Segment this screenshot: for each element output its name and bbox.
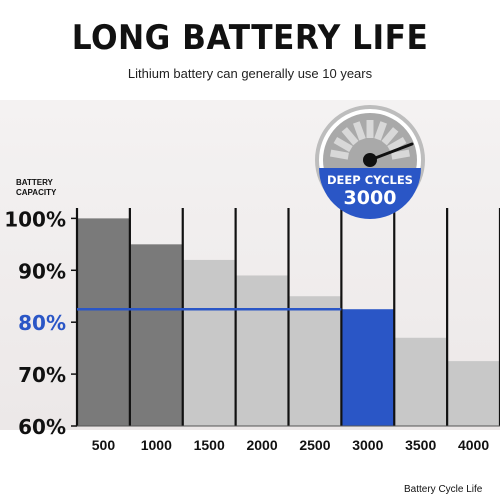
gauge-segment [381, 127, 399, 146]
x-axis-label: Battery Cycle Life [404, 484, 483, 495]
x-tick-label: 1000 [141, 437, 172, 453]
x-tick-label: 500 [92, 437, 116, 453]
x-tick-label: 4000 [458, 437, 489, 453]
badge-line-1: DEEP CYCLES [327, 173, 413, 187]
y-tick-label: 60% [18, 415, 66, 439]
gauge-segment [387, 136, 407, 153]
bar-2500 [288, 296, 342, 426]
gauge-segment [353, 121, 366, 141]
y-tick-label: 90% [18, 259, 66, 283]
bar-1000 [129, 244, 183, 426]
gauge-segment [391, 149, 411, 160]
x-tick-label: 1500 [194, 437, 225, 453]
y-tick-label: 100% [4, 207, 66, 231]
bar-1500 [182, 259, 236, 426]
badge-label-area [319, 168, 421, 219]
x-tick-label: 2000 [246, 437, 277, 453]
x-tick-label: 3000 [352, 437, 383, 453]
bar-4000 [447, 361, 500, 426]
gauge-needle [368, 142, 414, 162]
x-tick-label: 3500 [405, 437, 436, 453]
y-tick-label: 80% [18, 311, 66, 335]
gauge-segment [341, 127, 359, 146]
bar-500 [77, 218, 130, 426]
gauge-hub [363, 153, 377, 167]
y-axis-label: BATTERY CAPACITY [16, 178, 57, 197]
page-title: LONG BATTERY LIFE [71, 18, 429, 58]
gauge-segment [329, 149, 349, 160]
badge-line-2: 3000 [344, 187, 397, 209]
gauge-segment [333, 136, 353, 153]
y-tick-label: 70% [18, 363, 66, 387]
bar-3000 [341, 309, 395, 426]
bar-2000 [235, 275, 289, 426]
page-subtitle: Lithium battery can generally use 10 yea… [127, 66, 373, 81]
gauge-segment [374, 121, 387, 141]
x-tick-label: 2500 [299, 437, 330, 453]
bar-3500 [394, 337, 448, 426]
